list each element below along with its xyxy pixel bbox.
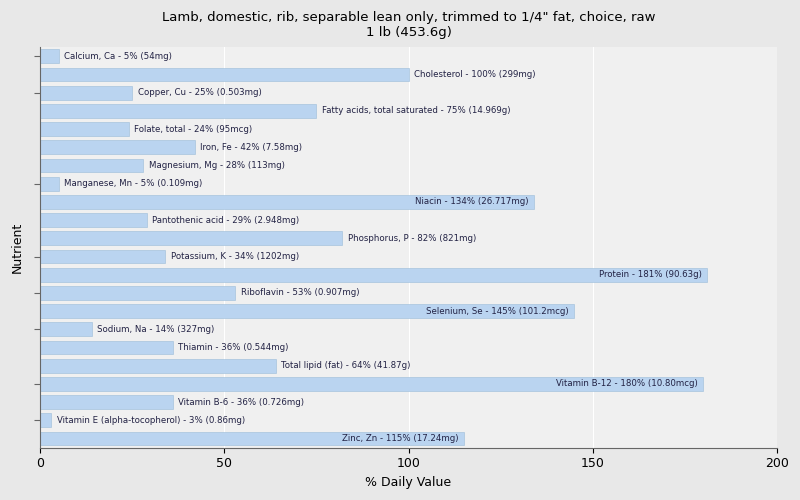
Bar [40,414,51,427]
Text: Fatty acids, total saturated - 75% (14.969g): Fatty acids, total saturated - 75% (14.9… [322,106,510,116]
Bar [40,232,342,245]
Bar [40,214,147,227]
Bar [40,322,92,336]
Bar [40,250,166,264]
Text: Manganese, Mn - 5% (0.109mg): Manganese, Mn - 5% (0.109mg) [64,179,202,188]
Bar [40,104,317,118]
Title: Lamb, domestic, rib, separable lean only, trimmed to 1/4" fat, choice, raw
1 lb : Lamb, domestic, rib, separable lean only… [162,11,655,39]
Bar [40,140,195,154]
Text: Niacin - 134% (26.717mg): Niacin - 134% (26.717mg) [414,198,528,206]
Text: Magnesium, Mg - 28% (113mg): Magnesium, Mg - 28% (113mg) [149,161,285,170]
Text: Vitamin B-12 - 180% (10.80mcg): Vitamin B-12 - 180% (10.80mcg) [556,380,698,388]
Text: Riboflavin - 53% (0.907mg): Riboflavin - 53% (0.907mg) [241,288,359,298]
Bar [40,50,58,63]
Bar [40,122,129,136]
Bar [40,68,409,82]
Text: Folate, total - 24% (95mcg): Folate, total - 24% (95mcg) [134,124,252,134]
Bar [40,158,143,172]
Text: Sodium, Na - 14% (327mg): Sodium, Na - 14% (327mg) [97,325,214,334]
Bar [40,86,132,100]
Bar [40,396,173,409]
Text: Pantothenic acid - 29% (2.948mg): Pantothenic acid - 29% (2.948mg) [153,216,299,224]
Text: Vitamin B-6 - 36% (0.726mg): Vitamin B-6 - 36% (0.726mg) [178,398,304,406]
Bar [40,304,574,318]
Text: Iron, Fe - 42% (7.58mg): Iron, Fe - 42% (7.58mg) [200,143,302,152]
Bar [40,340,173,354]
Text: Zinc, Zn - 115% (17.24mg): Zinc, Zn - 115% (17.24mg) [342,434,458,443]
X-axis label: % Daily Value: % Daily Value [366,476,451,489]
Bar [40,286,235,300]
Bar [40,432,464,446]
Y-axis label: Nutrient: Nutrient [11,222,24,273]
Bar [40,177,58,190]
Text: Total lipid (fat) - 64% (41.87g): Total lipid (fat) - 64% (41.87g) [282,361,410,370]
Text: Protein - 181% (90.63g): Protein - 181% (90.63g) [598,270,702,279]
Bar [40,268,707,281]
Text: Cholesterol - 100% (299mg): Cholesterol - 100% (299mg) [414,70,535,79]
Text: Copper, Cu - 25% (0.503mg): Copper, Cu - 25% (0.503mg) [138,88,262,97]
Text: Thiamin - 36% (0.544mg): Thiamin - 36% (0.544mg) [178,343,289,352]
Bar [40,359,276,372]
Text: Phosphorus, P - 82% (821mg): Phosphorus, P - 82% (821mg) [348,234,476,243]
Bar [40,377,703,390]
Text: Calcium, Ca - 5% (54mg): Calcium, Ca - 5% (54mg) [64,52,172,61]
Text: Selenium, Se - 145% (101.2mcg): Selenium, Se - 145% (101.2mcg) [426,306,569,316]
Bar [40,195,534,208]
Text: Vitamin E (alpha-tocopherol) - 3% (0.86mg): Vitamin E (alpha-tocopherol) - 3% (0.86m… [57,416,245,425]
Text: Potassium, K - 34% (1202mg): Potassium, K - 34% (1202mg) [171,252,299,261]
